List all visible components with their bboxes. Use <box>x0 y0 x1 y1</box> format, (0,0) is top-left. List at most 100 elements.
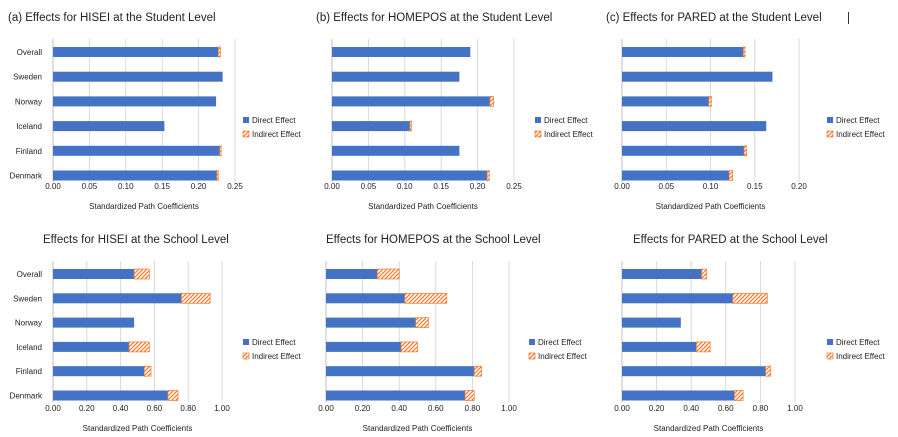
legend-label-indirect: Indirect Effect <box>538 352 588 361</box>
chart-panel-2: (b) Effects for HOMEPOS at the Student L… <box>316 12 594 211</box>
legend-swatch-direct <box>529 339 535 345</box>
bar-indirect-effect <box>696 341 711 353</box>
bar-indirect-effect <box>765 365 772 377</box>
bar-direct-effect <box>332 71 460 82</box>
bar-indirect-effect <box>743 145 748 157</box>
category-label: Finland <box>16 367 42 376</box>
x-tick-label: 0.40 <box>113 404 129 413</box>
legend-label-direct: Direct Effect <box>836 338 880 347</box>
bar-indirect-effect <box>486 170 490 181</box>
bar-indirect-effect <box>217 46 221 58</box>
bar-direct-effect <box>622 170 730 181</box>
chart-title: Effects for HOMEPOS at the School Level <box>326 234 541 246</box>
bar-indirect-effect <box>464 390 475 401</box>
x-tick-label: 0.80 <box>753 404 769 413</box>
x-tick-label: 0.20 <box>79 404 95 413</box>
chart-title: (b) Effects for HOMEPOS at the Student L… <box>316 12 552 24</box>
bar-direct-effect <box>326 366 475 377</box>
bar-indirect-effect <box>409 120 412 132</box>
x-tick-label: 0.20 <box>355 404 371 413</box>
bar-indirect-effect <box>167 390 179 401</box>
legend-label-direct: Direct Effect <box>252 338 296 347</box>
x-tick-label: 1.00 <box>787 404 803 413</box>
bar-direct-effect <box>326 390 466 401</box>
x-tick-label: 0.10 <box>703 182 719 191</box>
legend-label-indirect: Indirect Effect <box>544 130 594 139</box>
legend-label-direct: Direct Effect <box>836 116 880 125</box>
category-label: Denmark <box>10 392 43 401</box>
legend-label-direct: Direct Effect <box>544 116 588 125</box>
x-tick-label: 0.00 <box>614 404 630 413</box>
x-axis-label: Standardized Path Coefficients <box>89 202 199 211</box>
bar-indirect-effect <box>376 268 400 280</box>
legend-label-indirect: Indirect Effect <box>836 352 886 361</box>
category-label: Norway <box>15 319 42 328</box>
chart-panel-5: Effects for HOMEPOS at the School Level 0… <box>318 234 587 433</box>
bar-direct-effect <box>326 341 402 352</box>
bar-direct-effect <box>622 47 744 57</box>
bar-indirect-effect <box>400 341 418 353</box>
x-tick-label: 0.15 <box>154 182 170 191</box>
chart-legend: Direct Effect Indirect Effect <box>826 116 886 139</box>
bar-indirect-effect <box>216 170 219 181</box>
legend-swatch-indirect <box>534 130 542 138</box>
bar-direct-effect <box>622 293 733 304</box>
x-axis-label: Standardized Path Coefficients <box>656 202 766 211</box>
chart-panel-6: Effects for PARED at the School Level 0.0… <box>614 234 885 433</box>
bar-indirect-effect <box>415 317 429 328</box>
bar-direct-effect <box>622 71 773 82</box>
x-tick-label: 0.15 <box>433 182 449 191</box>
chart-title: Effects for HISEI at the School Level <box>43 234 229 246</box>
bar-direct-effect <box>622 269 702 279</box>
chart-legend: Direct Effect Indirect Effect <box>528 338 588 361</box>
x-tick-label: 0.80 <box>465 404 481 413</box>
bar-direct-effect <box>53 390 168 401</box>
bar-direct-effect <box>622 341 697 352</box>
x-tick-label: 0.40 <box>683 404 699 413</box>
legend-label-indirect: Indirect Effect <box>836 130 886 139</box>
bar-direct-effect <box>326 293 405 304</box>
bar-direct-effect <box>53 71 223 82</box>
x-tick-label: 0.20 <box>191 182 207 191</box>
legend-swatch-direct <box>827 117 833 123</box>
x-tick-label: 0.00 <box>45 404 61 413</box>
x-axis-label: Standardized Path Coefficients <box>654 424 764 433</box>
x-axis-label: Standardized Path Coefficients <box>368 202 478 211</box>
legend-swatch-indirect <box>528 352 536 360</box>
bar-indirect-effect <box>404 292 448 304</box>
x-tick-label: 0.60 <box>428 404 444 413</box>
bar-direct-effect <box>622 121 767 132</box>
legend-label-direct: Direct Effect <box>538 338 582 347</box>
category-label: Overall <box>17 48 43 57</box>
chart-title: (a) Effects for HISEI at the Student Lev… <box>8 12 216 24</box>
legend-swatch-indirect <box>826 352 834 360</box>
bar-direct-effect <box>53 293 182 304</box>
bar-indirect-effect <box>489 96 494 107</box>
x-tick-label: 0.00 <box>324 182 340 191</box>
x-tick-label: 0.10 <box>118 182 134 191</box>
x-tick-label: 1.00 <box>214 404 230 413</box>
chart-panel-4: Effects for HISEI at the School Level 0.0… <box>10 234 302 433</box>
x-tick-label: 0.20 <box>791 182 807 191</box>
bar-indirect-effect <box>701 268 708 280</box>
chart-legend: Direct Effect Indirect Effect <box>826 338 886 361</box>
category-label: Norway <box>15 97 42 106</box>
bar-direct-effect <box>53 145 220 156</box>
category-label: Overall <box>17 270 43 279</box>
chart-legend: Direct Effect Indirect Effect <box>534 116 594 139</box>
chart-title: (c) Effects for PARED at the Student Lev… <box>606 12 822 24</box>
x-tick-label: 0.80 <box>180 404 196 413</box>
bar-direct-effect <box>332 145 460 156</box>
bar-direct-effect <box>622 366 766 377</box>
x-tick-label: 0.00 <box>45 182 61 191</box>
x-tick-label: 0.05 <box>361 182 377 191</box>
category-label: Sweden <box>13 294 42 303</box>
chart-legend: Direct Effect Indirect Effect <box>242 116 302 139</box>
bar-indirect-effect <box>133 268 150 280</box>
bar-direct-effect <box>53 170 217 181</box>
bar-indirect-effect <box>728 170 733 181</box>
bar-indirect-effect <box>128 341 150 353</box>
category-label: Iceland <box>16 343 42 352</box>
x-tick-label: 0.40 <box>391 404 407 413</box>
x-tick-label: 0.25 <box>227 182 243 191</box>
